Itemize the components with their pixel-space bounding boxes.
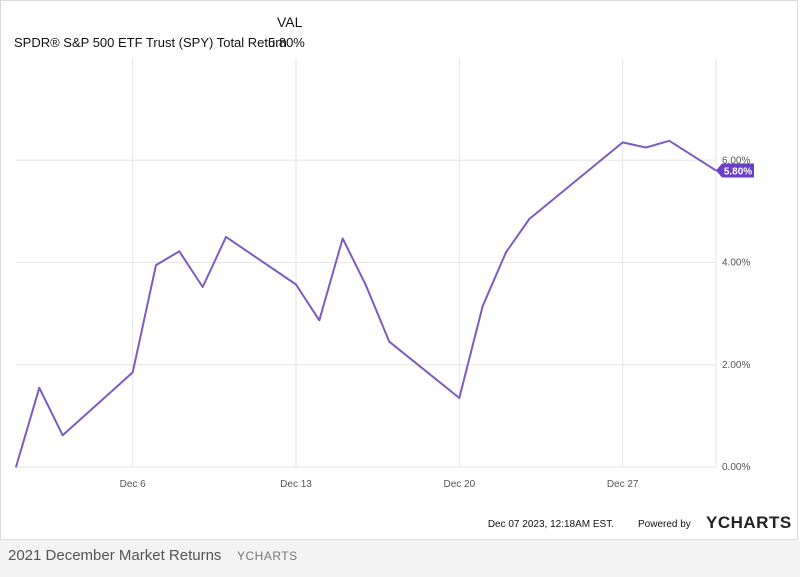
series-point	[295, 283, 297, 286]
series-point	[131, 371, 134, 374]
y-tick-label: 6.00%	[722, 155, 750, 166]
caption-brand: YCHARTS	[237, 549, 298, 563]
y-tick-label: 4.00%	[722, 258, 750, 269]
caption-title: 2021 December Market Returns	[8, 547, 222, 564]
x-tick-label: Dec 27	[607, 479, 639, 490]
series-point	[201, 286, 204, 288]
grid	[16, 58, 717, 468]
series-point	[505, 251, 507, 254]
series-line	[15, 139, 717, 468]
last-value-badge-bg	[716, 163, 754, 178]
series-point	[318, 319, 321, 322]
last-value-label: 5.80%	[724, 166, 752, 177]
timestamp: Dec 07 2023, 12:18AM EST.	[487, 519, 614, 530]
x-tick-label: Dec 20	[443, 479, 475, 490]
line-chart: 0.00% 2.00% 4.00% 6.00% Dec 6 Dec 13 Dec 20 Dec…	[15, 58, 754, 490]
powered-by-label: Powered by	[638, 519, 691, 530]
series-point	[668, 140, 671, 142]
axis-ticks: 0.00% 2.00% 4.00% 6.00% Dec 6 Dec 13 Dec 20 Dec…	[120, 155, 751, 490]
legend-column-header: VAL	[277, 14, 303, 30]
series-point	[458, 397, 461, 399]
last-value-badge: 5.80%	[716, 163, 754, 178]
series-point	[645, 146, 647, 149]
series-point	[225, 236, 227, 238]
y-tick-label: 2.00%	[722, 360, 750, 371]
series-point	[178, 250, 181, 253]
y-tick-label: 0.00%	[722, 462, 750, 473]
series-point	[621, 141, 624, 144]
series-point	[61, 434, 64, 437]
series-point	[388, 340, 391, 343]
series-point	[341, 237, 344, 240]
series-point	[528, 218, 531, 220]
legend-series-name: SPDR® S&P 500 ETF Trust (SPY) Total Retu…	[14, 35, 287, 50]
series-point	[365, 284, 367, 287]
series-point	[481, 305, 484, 307]
x-tick-label: Dec 6	[120, 479, 147, 490]
x-tick-label: Dec 13	[280, 479, 312, 490]
series-point	[15, 466, 17, 468]
legend-series-value: 5.80%	[268, 35, 305, 50]
series-point	[155, 264, 157, 266]
caption-bar	[0, 540, 800, 577]
series-layer	[15, 139, 717, 468]
ycharts-logo[interactable]: YCHARTS	[706, 513, 792, 532]
series-point	[38, 386, 41, 389]
